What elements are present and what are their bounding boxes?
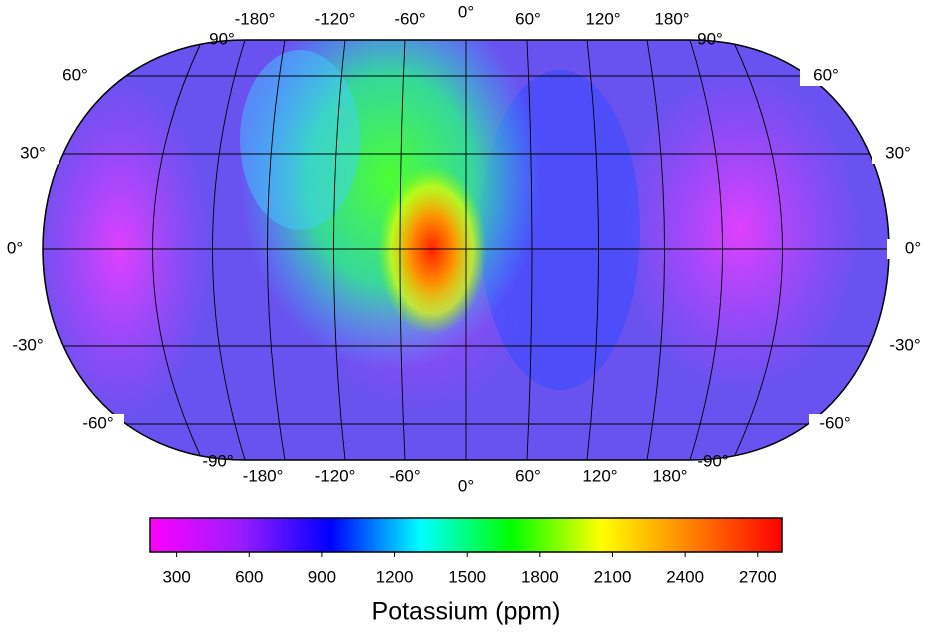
top-label: 120°: [585, 9, 620, 28]
right-label: 0°: [905, 238, 921, 257]
top-label: 60°: [515, 9, 541, 28]
top-label: -180°: [235, 9, 276, 28]
right-label: 30°: [885, 143, 911, 162]
colorbar-tick-label: 900: [308, 567, 336, 586]
left-label: 30°: [20, 143, 46, 162]
colorbar-tick-label: 2100: [594, 567, 632, 586]
colorbar-tick-label: 600: [235, 567, 263, 586]
top-label: -120°: [315, 9, 356, 28]
map-surface: [30, 0, 892, 462]
colorbar-tick-label: 300: [162, 567, 190, 586]
right-label: 60°: [813, 65, 839, 84]
top-label: 180°: [654, 9, 689, 28]
right-label: -30°: [889, 335, 920, 354]
colorbar-tick-label: 1800: [521, 567, 559, 586]
top-label: 90°: [209, 29, 235, 48]
left-label: 60°: [62, 65, 88, 84]
bottom-label: 180°: [652, 466, 687, 485]
top-label: 90°: [697, 29, 723, 48]
left-label: 0°: [7, 238, 23, 257]
bottom-label: -120°: [315, 466, 356, 485]
colorbar-tick-label: 1500: [448, 567, 486, 586]
left-label: -60°: [82, 413, 113, 432]
bottom-label: -60°: [389, 466, 420, 485]
bottom-label: 120°: [582, 466, 617, 485]
colorbar-label: Potassium (ppm): [372, 598, 561, 626]
colorbar-tick-label: 2700: [739, 567, 777, 586]
colorbar-tick-label: 1200: [376, 567, 414, 586]
bottom-label: -90°: [697, 451, 728, 470]
bottom-label: -180°: [243, 466, 284, 485]
top-label: -60°: [394, 9, 425, 28]
left-label: -30°: [12, 335, 43, 354]
colorbar: [150, 518, 782, 552]
page: Potassium (ppm) 90°-180°-120°-60°0°60°12…: [0, 0, 929, 631]
bottom-label: -90°: [202, 451, 233, 470]
right-label: -60°: [819, 413, 850, 432]
bottom-label: 60°: [515, 466, 541, 485]
colorbar-tick-label: 2400: [666, 567, 704, 586]
bottom-label: 0°: [458, 476, 474, 495]
top-label: 0°: [458, 2, 474, 21]
